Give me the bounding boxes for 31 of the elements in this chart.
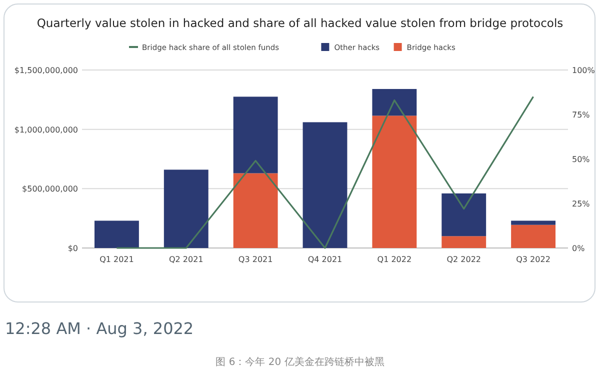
x-tick-label: Q2 2022: [446, 255, 482, 264]
y-tick-label: $1,000,000,000: [14, 125, 78, 134]
y-tick-label: $1,500,000,000: [14, 66, 78, 75]
bar: [372, 116, 417, 248]
x-tick-label: Q4 2021: [308, 255, 342, 264]
bar: [511, 220, 556, 225]
x-tick-label: Q1 2022: [377, 255, 412, 264]
y2-tick-label: 50%: [572, 155, 590, 164]
y2-tick-label: 25%: [572, 200, 590, 208]
bar: [372, 88, 417, 116]
bar: [94, 220, 139, 248]
caption: 图 6：今年 20 亿美金在跨链桥中被黑: [216, 356, 384, 368]
x-tick-label: Q1 2021: [100, 255, 134, 264]
x-tick-label: Q3 2022: [516, 255, 550, 264]
text: 12:28 AM · Aug 3, 2022: [5, 319, 194, 338]
line-series: [116, 96, 534, 249]
x-tick-label: Q3 2021: [238, 255, 273, 264]
y-tick-label: $0: [68, 244, 78, 253]
bar: [233, 173, 278, 248]
y-tick-label: $500,000,000: [22, 184, 78, 194]
chart-title: Quarterly value stolen in hacked and share of all hacked value stolen from bridge protocols: [36, 16, 564, 30]
bar: [442, 193, 486, 236]
bar: [442, 236, 486, 248]
y2-tick-label: 100%: [572, 66, 596, 75]
bar: [164, 170, 208, 248]
bar: [511, 224, 556, 248]
bar: [233, 96, 278, 174]
y2-tick-label: 75%: [572, 110, 590, 120]
y2-tick-label: 0%: [572, 244, 586, 253]
x-tick-label: Q2 2021: [168, 255, 204, 264]
bar: [302, 122, 348, 248]
